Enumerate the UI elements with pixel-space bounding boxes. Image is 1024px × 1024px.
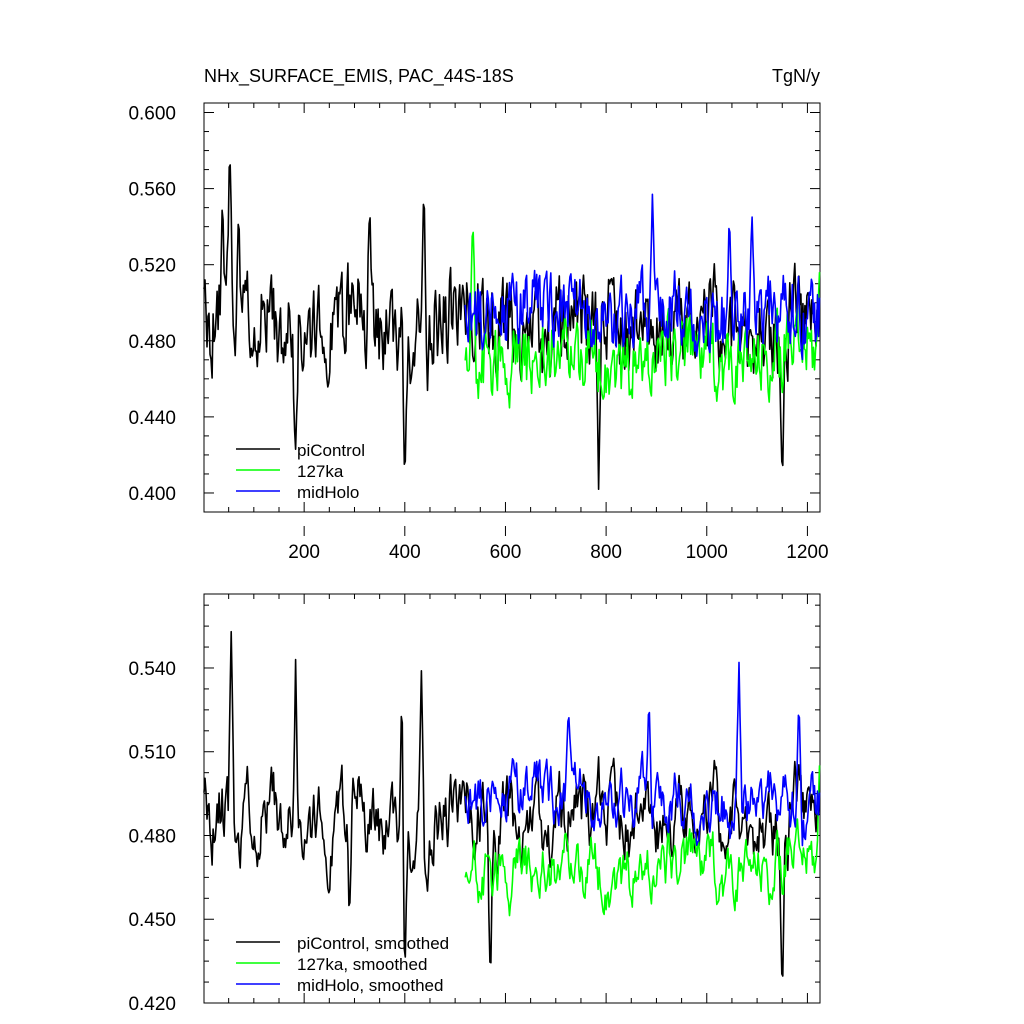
top-legend: piControl 127ka midHolo [236, 441, 365, 502]
series-line-127ka-smoothed [464, 765, 821, 917]
y-tick-label: 0.420 [128, 994, 176, 1015]
legend-label-midholo-smoothed: midHolo, smoothed [297, 976, 443, 995]
y-tick-label: 0.400 [128, 484, 176, 505]
y-tick-label: 0.480 [128, 826, 176, 847]
bottom-plot-series [203, 630, 821, 977]
legend-label-127ka-smoothed: 127ka, smoothed [297, 955, 427, 974]
series-line-midholo-smoothed [464, 661, 821, 847]
legend-label-picontrol-smoothed: piControl, smoothed [297, 934, 449, 953]
top-y-tick-labels: 0.400 0.440 0.480 0.520 0.560 0.600 [128, 104, 176, 505]
y-tick-label: 0.510 [128, 743, 176, 764]
x-tick-label: 400 [389, 542, 421, 563]
top-axis-ticks [204, 103, 820, 536]
x-tick-label: 600 [490, 542, 522, 563]
series-line-picontrol-smoothed [203, 630, 818, 977]
bottom-legend: piControl, smoothed 127ka, smoothed midH… [236, 934, 449, 995]
y-tick-label: 0.560 [128, 180, 176, 201]
y-tick-label: 0.520 [128, 256, 176, 277]
x-tick-label: 200 [288, 542, 320, 563]
legend-label-midholo: midHolo [297, 483, 359, 502]
top-x-tick-labels: 200 400 600 800 1000 1200 [288, 542, 828, 563]
series-line-midholo [464, 193, 821, 361]
series-line-127ka [464, 231, 821, 409]
top-chart-title: NHx_SURFACE_EMIS, PAC_44S-18S [204, 66, 514, 87]
legend-label-127ka: 127ka [297, 462, 344, 481]
series-line-picontrol [203, 164, 818, 491]
x-tick-label: 1000 [686, 542, 728, 563]
top-plot-series [203, 164, 821, 491]
y-tick-label: 0.540 [128, 659, 176, 680]
top-units-label: TgN/y [772, 66, 820, 86]
y-tick-label: 0.480 [128, 332, 176, 353]
bottom-y-tick-labels: 0.420 0.450 0.480 0.510 0.540 [128, 659, 176, 1015]
bottom-axis-ticks [204, 594, 820, 1004]
x-tick-label: 1200 [786, 542, 828, 563]
y-tick-label: 0.450 [128, 910, 176, 931]
y-tick-label: 0.440 [128, 408, 176, 429]
legend-label-picontrol: piControl [297, 441, 365, 460]
y-tick-label: 0.600 [128, 104, 176, 125]
x-tick-label: 800 [590, 542, 622, 563]
